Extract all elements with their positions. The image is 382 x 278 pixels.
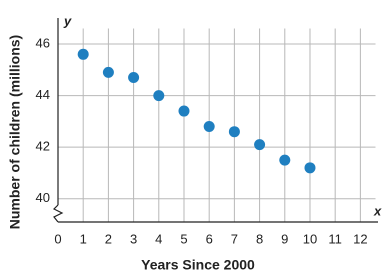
x-tick-label: 3 — [130, 231, 137, 246]
data-point — [78, 49, 89, 60]
data-point — [178, 106, 189, 117]
x-tick-label: 0 — [54, 231, 61, 246]
x-axis-symbol: x — [373, 203, 382, 218]
plot-area — [58, 29, 376, 223]
data-point — [304, 162, 315, 173]
x-tick-label: 11 — [328, 231, 342, 246]
x-tick-label: 9 — [281, 231, 288, 246]
x-axis-title: Years Since 2000 — [141, 257, 255, 273]
y-axis-title: Number of children (millions) — [7, 35, 23, 229]
x-tick-label: 2 — [105, 231, 112, 246]
x-tick-label: 1 — [80, 231, 87, 246]
chart: Years Since 2000 Number of children (mil… — [0, 0, 382, 278]
data-point — [128, 72, 139, 83]
data-point — [153, 90, 164, 101]
x-tick-label: 8 — [256, 231, 263, 246]
y-tick-label: 46 — [36, 35, 50, 50]
data-point — [229, 126, 240, 137]
x-tick-label: 12 — [353, 231, 367, 246]
data-point — [103, 67, 114, 78]
x-tick-label: 10 — [303, 231, 317, 246]
x-tick-label: 7 — [231, 231, 238, 246]
y-tick-label: 44 — [36, 87, 50, 102]
data-point — [204, 121, 215, 132]
data-point — [279, 155, 290, 166]
x-tick-label: 5 — [180, 231, 187, 246]
x-tick-label: 4 — [155, 231, 162, 246]
y-axis-symbol: y — [63, 13, 72, 28]
axis-break — [54, 205, 62, 222]
x-tick-label: 6 — [206, 231, 213, 246]
y-tick-label: 40 — [36, 190, 50, 205]
y-tick-label: 42 — [36, 139, 50, 154]
data-point — [254, 139, 265, 150]
